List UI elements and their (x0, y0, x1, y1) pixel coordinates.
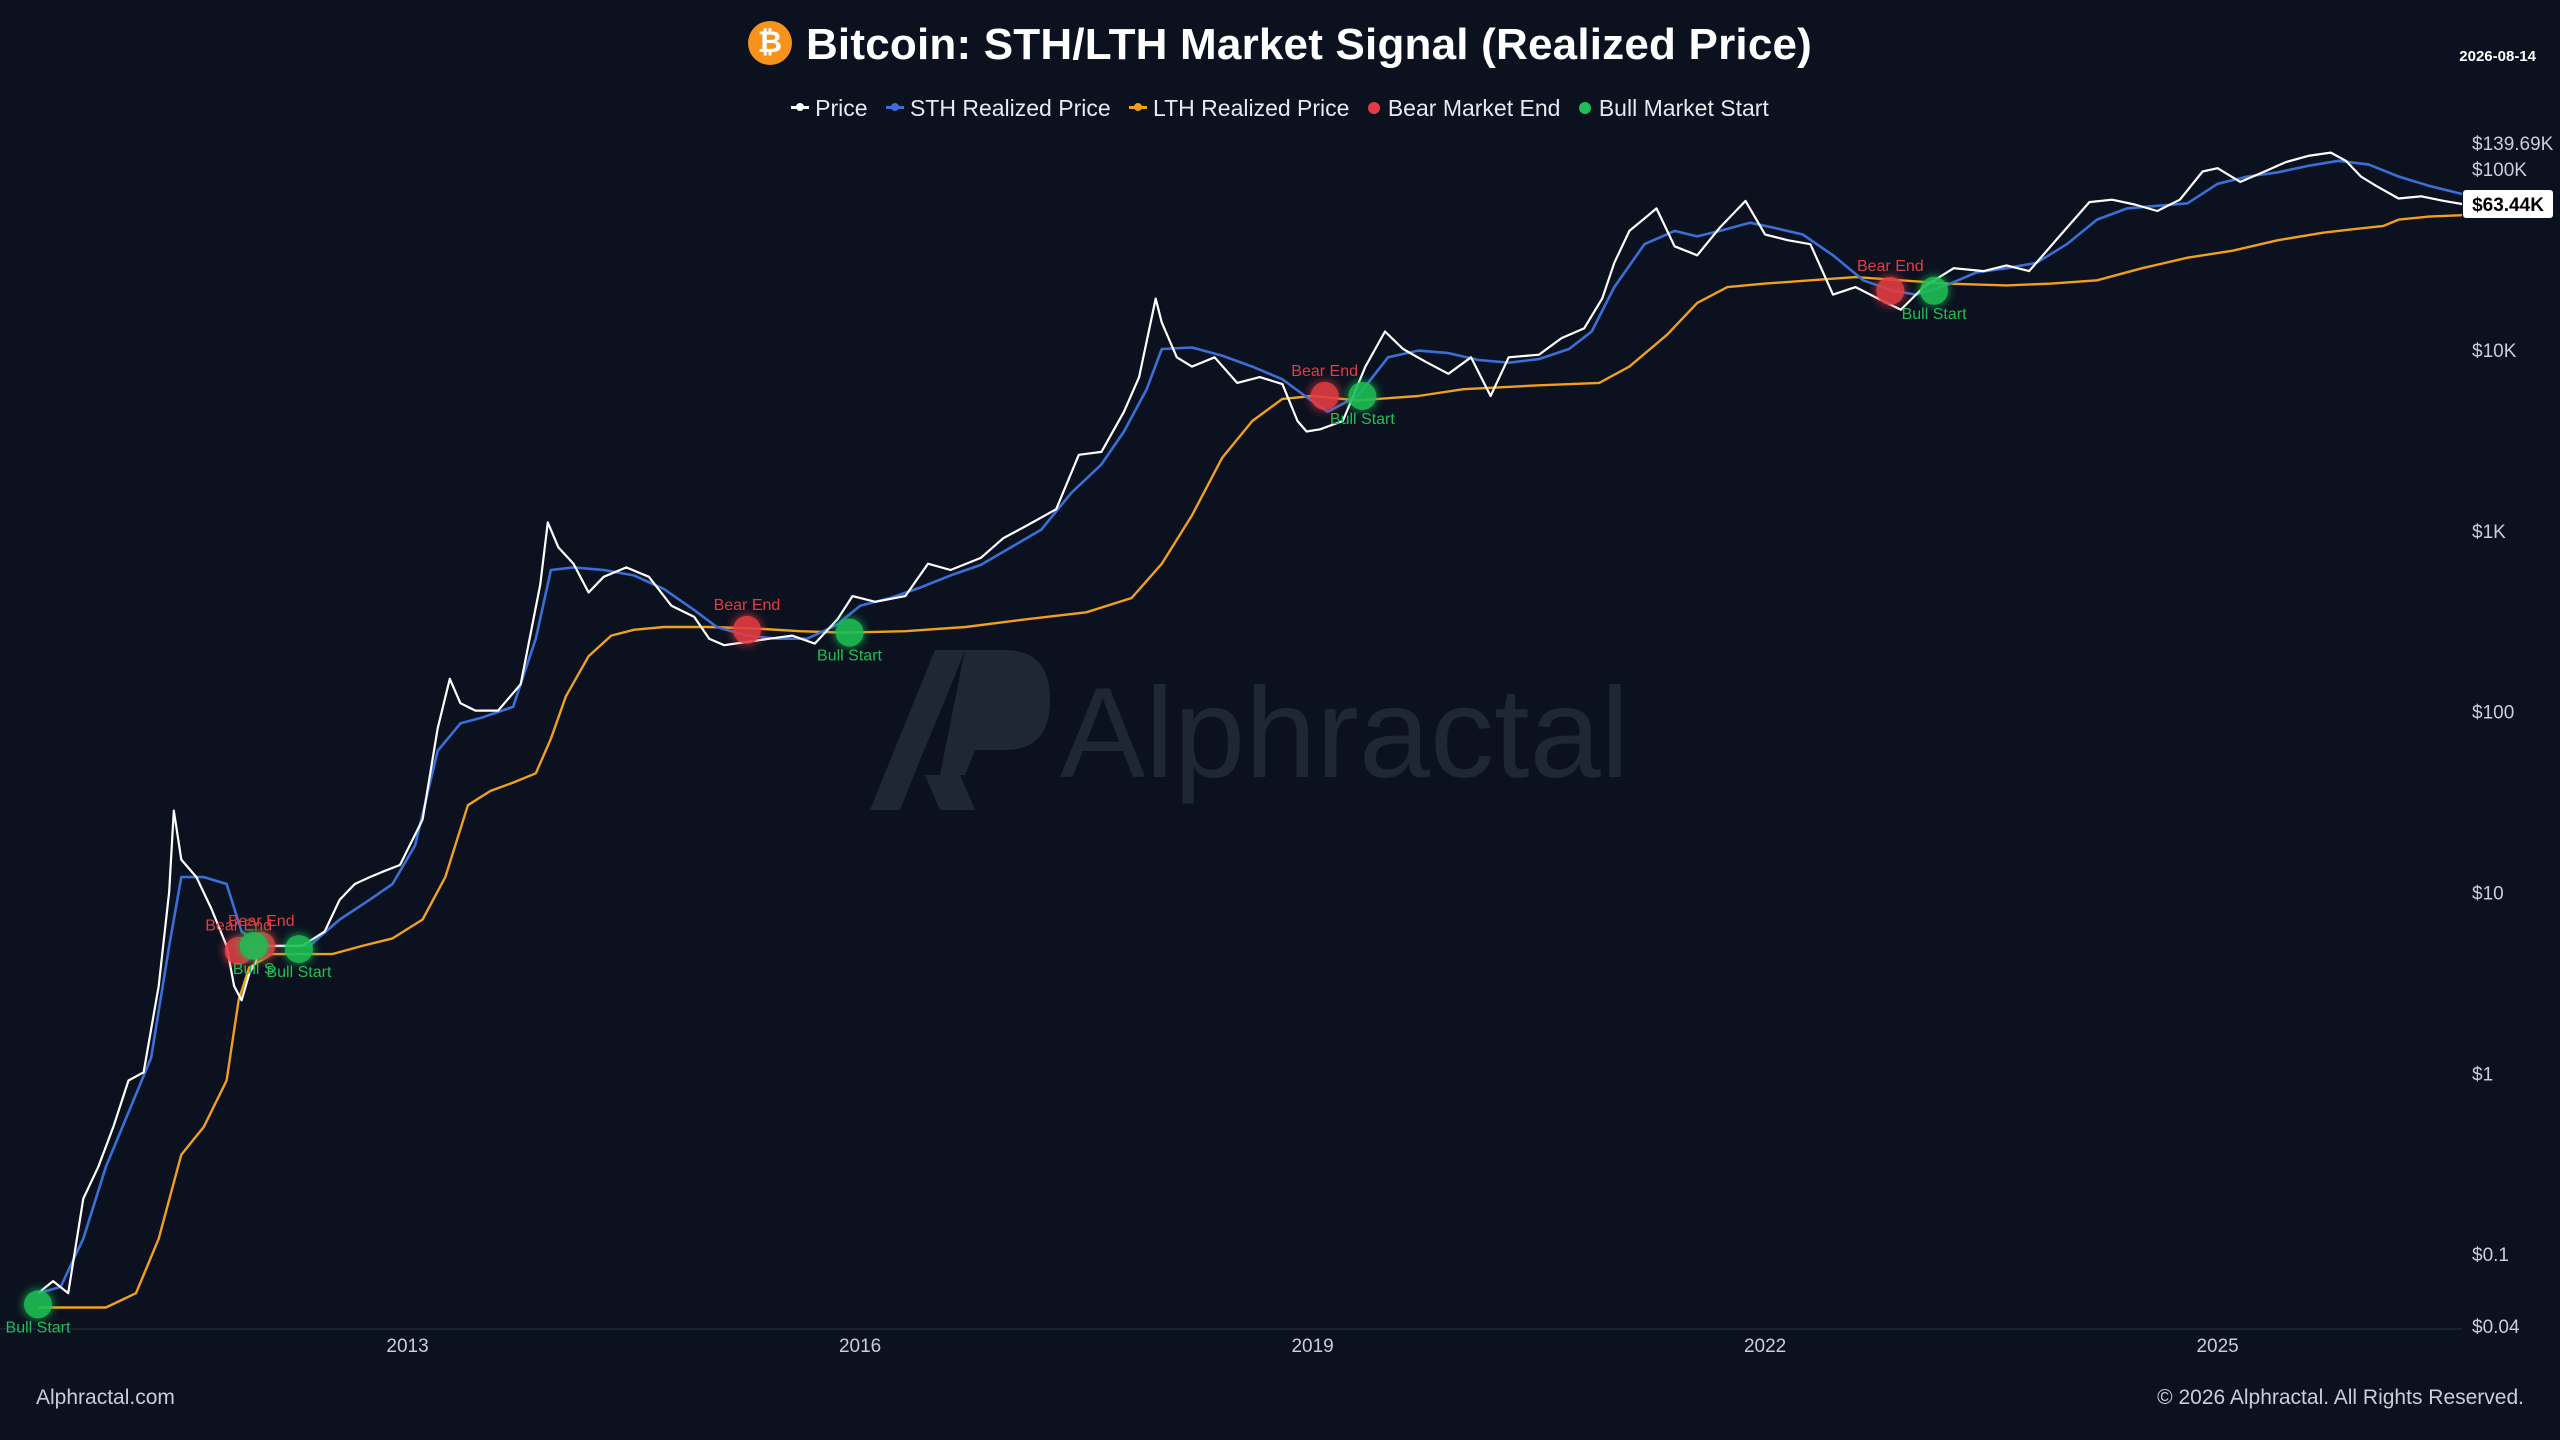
signal-label-bear-2: Bear End (228, 913, 295, 930)
y-tick-label-7: $100K (2472, 160, 2527, 181)
legend-item-price[interactable]: Price (791, 95, 868, 122)
signal-label-bull-6: Bull Start (817, 648, 882, 665)
signal-marker-bull-8 (1348, 381, 1377, 410)
series-layer (37, 151, 2463, 1309)
y-tick-label-5: $1K (2472, 522, 2506, 543)
signal-marker-bear-5 (732, 615, 761, 644)
x-tick-label-1: 2016 (839, 1336, 881, 1357)
signal-marker-bull-4 (284, 935, 313, 964)
current-price-box (2463, 189, 2553, 218)
y-tick-label-4: $100 (2472, 703, 2514, 724)
legend-swatch-lth (1129, 102, 1148, 111)
legend-item-bull[interactable]: Bull Market Start (1578, 95, 1769, 122)
y-axis: $0.04 $0.1 $1 $10 $100 $1K $10K $100K $139.69K (2472, 134, 2554, 1338)
chart-title: ₿ Bitcoin: STH/LTH Market Signal (Realize… (0, 20, 2560, 70)
series-sth-line (37, 159, 2463, 1295)
legend-label-lth: LTH Realized Price (1153, 95, 1350, 121)
y-tick-label-6: $10K (2472, 341, 2517, 362)
legend-swatch-bull (1578, 101, 1591, 114)
watermark: Alphractal (865, 640, 1705, 830)
legend-item-bear[interactable]: Bear Market End (1367, 95, 1561, 122)
current-price-label: $63.44K (2472, 195, 2544, 216)
signal-label-bear-1: Bear End (205, 918, 272, 935)
legend-swatch-sth (885, 102, 904, 111)
legend-label-sth: STH Realized Price (909, 95, 1111, 121)
signal-label-bull-3: Bull S (233, 961, 275, 978)
legend-item-sth[interactable]: STH Realized Price (885, 95, 1111, 122)
legend-swatch-bear (1367, 101, 1380, 114)
footer-site[interactable]: Alphractal.com (36, 1386, 175, 1409)
y-tick-label-0: $0.04 (2472, 1317, 2520, 1338)
signal-marker-bull-3 (239, 931, 268, 960)
signal-label-bear-5: Bear End (714, 597, 781, 614)
legend-label-bull: Bull Market Start (1598, 95, 1769, 121)
series-price-line (37, 151, 2463, 1295)
series-lth-line (38, 214, 2463, 1309)
x-tick-label-4: 2025 (2196, 1336, 2238, 1357)
signal-marker-bull-10 (1920, 276, 1949, 305)
y-tick-label-3: $10 (2472, 883, 2504, 904)
alphractal-logo-icon (870, 650, 1050, 810)
signal-label-bear-7: Bear End (1291, 363, 1358, 380)
x-axis: 2013 2016 2019 2022 2025 (0, 1328, 2462, 1357)
signal-marker-bull-6 (835, 618, 864, 647)
footer-copyright: © 2026 Alphractal. All Rights Reserved. (2157, 1386, 2524, 1409)
y-tick-label-2: $1 (2472, 1064, 2493, 1085)
signal-marker-bear-7 (1310, 381, 1339, 410)
signal-label-bull-8: Bull Start (1330, 411, 1395, 428)
signal-marker-bull-0 (24, 1290, 52, 1319)
legend-swatch-price (791, 102, 810, 111)
current-price-tag: $63.44K (2463, 189, 2553, 218)
watermark-text: Alphractal (1060, 662, 1630, 805)
x-tick-label-3: 2022 (1744, 1336, 1786, 1357)
signal-label-bear-9: Bear End (1857, 258, 1924, 275)
legend: Price STH Realized Price LTH Realized Pr… (0, 95, 2560, 122)
signal-label-bull-0: Bull Start (6, 1319, 71, 1336)
y-tick-label-1: $0.1 (2472, 1245, 2509, 1266)
signal-label-bull-10: Bull Start (1902, 306, 1967, 323)
x-tick-label-2: 2019 (1291, 1336, 1333, 1357)
bitcoin-icon: ₿ (747, 21, 792, 66)
legend-item-lth[interactable]: LTH Realized Price (1129, 95, 1349, 122)
legend-label-bear: Bear Market End (1387, 95, 1561, 121)
signal-marker-bear-9 (1876, 276, 1905, 305)
x-tick-label-0: 2013 (386, 1336, 428, 1357)
y-tick-label-8: $139.69K (2472, 134, 2554, 155)
signal-label-bull-4: Bull Start (266, 964, 331, 981)
legend-label-price: Price (815, 95, 868, 121)
chart-date: 2026-08-14 (2459, 48, 2536, 65)
chart-title-text: Bitcoin: STH/LTH Market Signal (Realized… (805, 20, 1813, 69)
